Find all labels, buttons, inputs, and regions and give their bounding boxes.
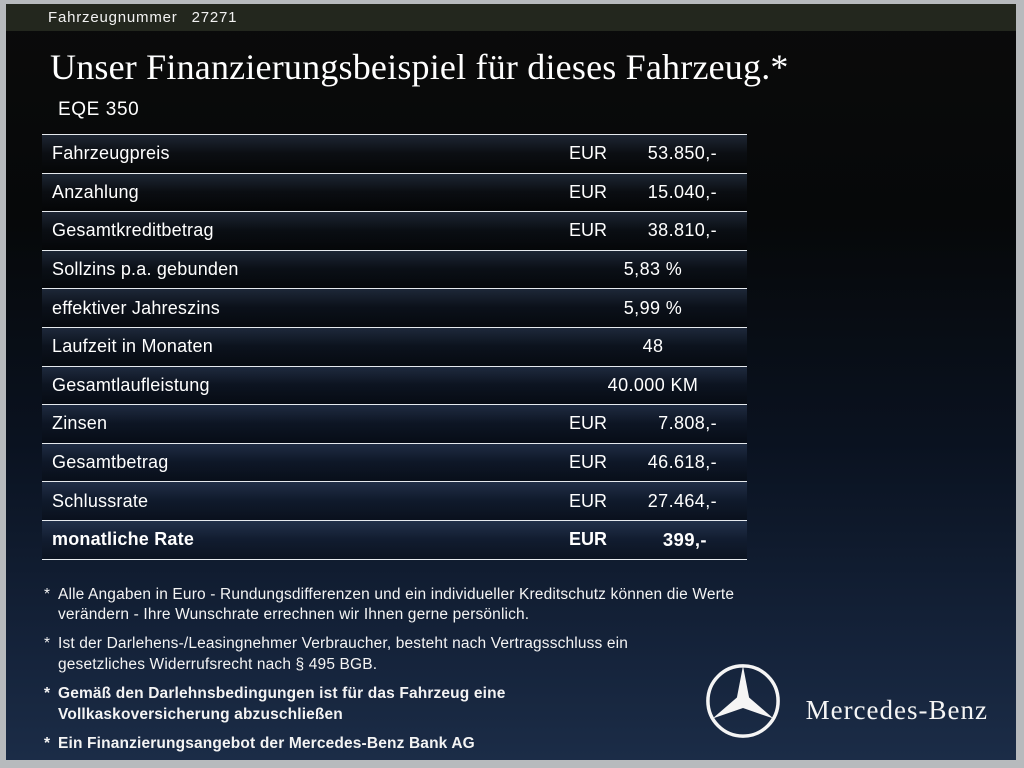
table-row-gesamtbetrag: Gesamtbetrag EUR 46.618,-	[42, 442, 747, 482]
row-label: Schlussrate	[52, 490, 149, 511]
amount-value: 15.040,-	[647, 181, 717, 202]
row-label: Gesamtkreditbetrag	[52, 220, 214, 241]
financing-sheet: Fahrzeugnummer 27271 Unser Finanzierungs…	[6, 4, 1016, 760]
amount-value: 7.808,-	[658, 413, 717, 434]
amount-value: 5,99 %	[623, 297, 683, 318]
footnote-marker: *	[44, 735, 51, 753]
page-title: Unser Finanzierungsbeispiel für dieses F…	[50, 47, 789, 87]
table-row-effektiver-jahreszins: effektiver Jahreszins 5,99 %	[42, 288, 747, 327]
brand-wordmark: Mercedes-Benz	[805, 694, 988, 725]
vehicle-number-label: Fahrzeugnummer	[48, 9, 178, 26]
mercedes-star-icon	[705, 664, 780, 738]
row-value: EUR 15.040,-	[559, 182, 747, 203]
footnote-marker: *	[44, 685, 51, 703]
row-value: 5,83 %	[559, 259, 747, 280]
amount-value: 5,83 %	[623, 259, 683, 280]
row-value: EUR 27.464,-	[559, 491, 747, 512]
row-value: EUR 38.810,-	[559, 220, 747, 241]
row-label: Fahrzeugpreis	[52, 143, 170, 164]
currency-label: EUR	[569, 220, 608, 241]
amount-value: 53.850,-	[647, 143, 717, 164]
table-row-sollzins: Sollzins p.a. gebunden 5,83 %	[42, 249, 747, 289]
row-value: EUR 46.618,-	[559, 452, 747, 473]
footnote-text: Ein Finanzierungsangebot der Mercedes-Be…	[58, 735, 475, 753]
currency-label: EUR	[569, 143, 608, 164]
vehicle-number-bar: Fahrzeugnummer 27271	[6, 4, 1016, 31]
currency-label: EUR	[569, 452, 608, 473]
row-label: Laufzeit in Monaten	[52, 336, 213, 357]
row-label: Zinsen	[52, 413, 108, 434]
row-value: 48	[559, 336, 747, 357]
amount-value: 48	[642, 336, 664, 357]
currency-label: EUR	[569, 181, 608, 202]
footnote-marker: *	[44, 635, 51, 653]
row-value: EUR 53.850,-	[559, 143, 747, 164]
footnote-rounding: * Alle Angaben in Euro - Rundungsdiffere…	[44, 585, 1016, 626]
row-label: monatliche Rate	[52, 529, 195, 550]
brand-logo-area: Mercedes-Benz	[704, 662, 988, 740]
table-row-gesamtlaufleistung: Gesamtlaufleistung 40.000 KM	[42, 365, 747, 405]
amount-value: 399,-	[662, 528, 707, 550]
row-label: Gesamtlaufleistung	[52, 374, 210, 395]
table-row-gesamtkreditbetrag: Gesamtkreditbetrag EUR 38.810,-	[42, 211, 747, 250]
footnote-vollkasko: * Gemäß den Darlehnsbedingungen ist für …	[44, 684, 1016, 725]
currency-label: EUR	[569, 529, 608, 550]
footnotes: * Alle Angaben in Euro - Rundungsdiffere…	[44, 585, 1016, 755]
row-label: Sollzins p.a. gebunden	[52, 259, 239, 280]
footnote-widerrufsrecht: * Ist der Darlehens-/Leasingnehmer Verbr…	[44, 634, 1016, 675]
table-row-laufzeit: Laufzeit in Monaten 48	[42, 326, 747, 366]
amount-value: 46.618,-	[647, 452, 717, 473]
amount-value: 40.000 KM	[607, 374, 699, 395]
row-label: effektiver Jahreszins	[52, 297, 220, 318]
row-value: 40.000 KM	[559, 375, 747, 396]
row-label: Gesamtbetrag	[52, 452, 169, 473]
financing-table: Fahrzeugpreis EUR 53.850,- Anzahlung EUR…	[42, 134, 747, 560]
row-value: EUR 7.808,-	[559, 413, 747, 434]
amount-value: 27.464,-	[647, 490, 717, 511]
table-row-zinsen: Zinsen EUR 7.808,-	[42, 404, 747, 443]
row-value: EUR 399,-	[559, 529, 747, 551]
footnote-text: Gemäß den Darlehnsbedingungen ist für da…	[58, 685, 506, 723]
table-row-fahrzeugpreis: Fahrzeugpreis EUR 53.850,-	[42, 134, 747, 173]
row-label: Anzahlung	[52, 181, 139, 202]
footnote-text: Ist der Darlehens-/Leasingnehmer Verbrau…	[58, 635, 629, 673]
footnote-bank: * Ein Finanzierungsangebot der Mercedes-…	[44, 734, 1016, 754]
footnote-text: Alle Angaben in Euro - Rundungsdifferenz…	[58, 585, 735, 623]
amount-value: 38.810,-	[647, 220, 717, 241]
currency-label: EUR	[569, 490, 608, 511]
row-value: 5,99 %	[559, 298, 747, 319]
currency-label: EUR	[569, 413, 608, 434]
model-name: EQE 350	[58, 99, 140, 120]
vehicle-number-value: 27271	[191, 9, 238, 26]
footnote-marker: *	[44, 585, 51, 603]
table-row-monatliche-rate: monatliche Rate EUR 399,-	[42, 519, 747, 559]
table-row-anzahlung: Anzahlung EUR 15.040,-	[42, 172, 747, 212]
table-row-schlussrate: Schlussrate EUR 27.464,-	[42, 481, 747, 520]
